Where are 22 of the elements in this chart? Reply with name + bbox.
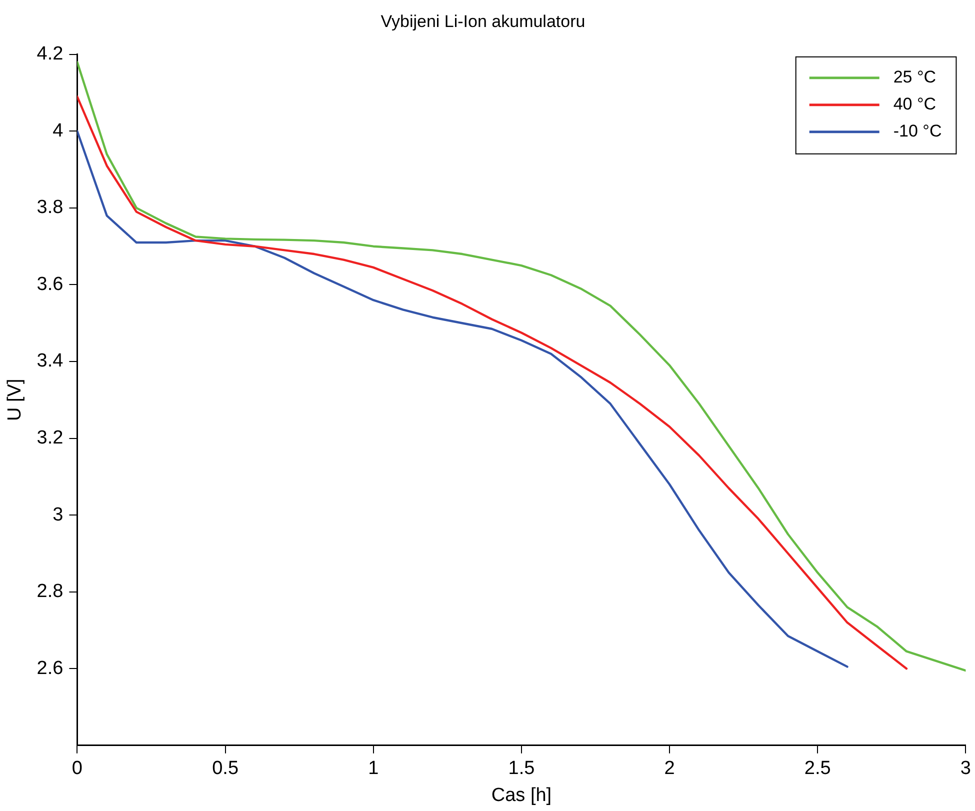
y-tick-label: 3.6 <box>36 274 64 295</box>
x-axis-title: Cas [h] <box>491 784 552 806</box>
x-tick-label: 2.5 <box>804 758 831 780</box>
y-tick-label: 3.2 <box>36 428 64 449</box>
chart-title: Vybijeni Li-Ion akumulatoru <box>380 12 586 31</box>
y-tick-label: 2.8 <box>36 581 64 602</box>
x-tick-label: 0.5 <box>212 758 239 780</box>
y-tick-label: 3.4 <box>36 350 64 372</box>
y-tick-label: 4 <box>52 120 64 142</box>
x-tick-label: 1 <box>368 758 379 780</box>
x-tick-label: 1.5 <box>508 758 535 780</box>
legend-label: -10 °C <box>893 122 942 141</box>
y-tick-label: 4.2 <box>36 44 64 65</box>
x-tick-label: 3 <box>960 758 972 780</box>
y-tick-label: 2.6 <box>36 658 64 679</box>
x-tick-label: 0 <box>72 758 82 780</box>
x-tick-label: 2 <box>664 758 675 780</box>
y-axis-title: U [V] <box>4 378 26 422</box>
y-tick-label: 3.8 <box>36 197 64 218</box>
legend-label: 40 °C <box>893 94 936 114</box>
y-tick-label: 3 <box>52 504 64 526</box>
legend-label: 25 °C <box>893 68 936 87</box>
